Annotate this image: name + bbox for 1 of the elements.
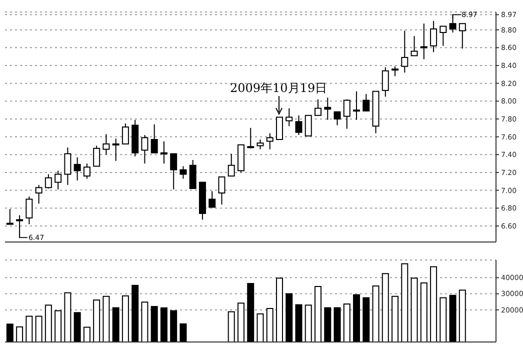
annotation: 2009年10月19日 [230, 81, 328, 95]
